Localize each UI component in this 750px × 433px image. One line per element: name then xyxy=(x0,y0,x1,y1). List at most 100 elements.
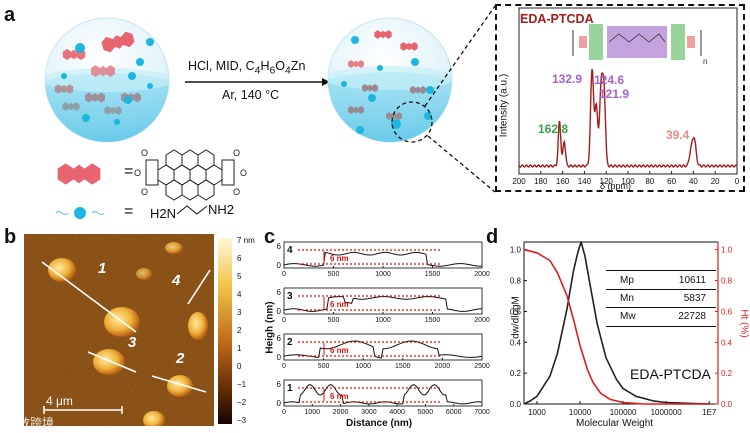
profile-xtick-label: 1000 xyxy=(304,409,320,416)
profile-ytick-bottom: 0 xyxy=(277,261,282,270)
profile-line xyxy=(283,296,482,312)
profile-annotation: 6 nm xyxy=(330,392,349,401)
reaction-sphere-before xyxy=(44,17,170,143)
profile-xtick-label: 1000 xyxy=(375,317,391,324)
gpc-table-row: Mw 22728 xyxy=(620,311,706,322)
colorbar-tick-label: 5 xyxy=(237,272,242,281)
legend-perylene xyxy=(57,163,101,185)
gpc-xtick-label: 1000 xyxy=(528,408,546,417)
panel-label-c: c xyxy=(264,226,276,248)
nmr-xtick-label: 140 xyxy=(578,177,592,186)
afm-line-label-3: 3 xyxy=(128,334,137,351)
ptcda-structure xyxy=(145,149,235,201)
gpc-ytick-right-label: 0.6 xyxy=(721,307,733,316)
afm-line-label-1: 1 xyxy=(98,260,107,277)
gpc-ylabel-right: Ht (%) xyxy=(738,309,750,338)
peak-label-162: 162.8 xyxy=(538,122,569,136)
profile-xtick-label: 2500 xyxy=(474,363,490,370)
profile-xtick-label: 1500 xyxy=(425,271,441,278)
colorbar-tick-label: 2 xyxy=(237,326,242,335)
svg-text:O: O xyxy=(233,187,240,197)
afm-image xyxy=(24,234,214,426)
nmr-xtick-label: 0 xyxy=(735,177,740,186)
equals-sign-2: = xyxy=(124,203,134,220)
gpc-ytick-left-label: 0.2 xyxy=(510,369,522,378)
gpc-xtick-label: 1000000 xyxy=(651,408,683,417)
profile-xtick-label: 3000 xyxy=(361,409,377,416)
nmr-chart: n 200 180 160 140 120 100 80 60 40 20 0 xyxy=(512,7,740,186)
profile-annotation: 6 nm xyxy=(330,254,349,263)
profile-xtick-label: 0 xyxy=(282,271,286,278)
amine-h2n: H2N xyxy=(150,206,177,221)
profile-xtick-label: 1000 xyxy=(375,271,391,278)
ptcda-atoms: OOO OOO xyxy=(134,148,247,197)
nmr-inset-frame xyxy=(495,4,745,192)
profile-xtick-label: 500 xyxy=(328,271,340,278)
scale-bar-label: 4 μm xyxy=(46,394,73,408)
scale-bar xyxy=(43,406,123,414)
zoom-circle xyxy=(391,101,433,143)
profile-annotation: 6 nm xyxy=(330,346,349,355)
gpc-ytick-left-label: 0.0 xyxy=(510,400,522,409)
nmr-xtick-label: 60 xyxy=(667,177,676,186)
gpc-ytick-right-label: 0.2 xyxy=(721,369,733,378)
panel-label-a: a xyxy=(4,4,16,26)
profile-xtick-label: 7000 xyxy=(474,409,490,416)
profile-ytick-bottom: 0 xyxy=(277,399,282,408)
reaction-sphere-after xyxy=(327,5,496,193)
gpc-ylabel-left: dw/dlogM xyxy=(510,296,522,339)
height-profile-xlabel: Distance (nm) xyxy=(346,418,413,429)
equals-sign-1: = xyxy=(124,163,134,180)
nmr-xtick-label: 200 xyxy=(512,177,526,186)
legend-diamine xyxy=(55,207,105,219)
colorbar-tick-label: 3 xyxy=(237,308,242,317)
profile-xtick-label: 2000 xyxy=(474,271,490,278)
nmr-xtick-label: 40 xyxy=(689,177,698,186)
profile-xtick-label: 2000 xyxy=(474,317,490,324)
profile-label: 1 xyxy=(287,383,293,394)
nmr-ylabel: Intensity (a.u.) xyxy=(498,73,510,138)
gpc-ytick-left-label: 0.4 xyxy=(510,338,522,347)
gpc-xtick-label: 100000 xyxy=(610,408,637,417)
afm-line-label-4: 4 xyxy=(172,272,181,289)
svg-text:O: O xyxy=(141,148,148,158)
profile-ytick-top: 6 xyxy=(277,242,282,251)
gpc-xtick-label: 1E7 xyxy=(702,408,717,417)
gpc-table: Mp 10611 Mn 5837 Mw 22728 xyxy=(606,270,716,327)
profile-ytick-top: 6 xyxy=(277,334,282,343)
profile-label: 3 xyxy=(287,291,293,302)
profile-xtick-label: 6000 xyxy=(446,409,462,416)
peak-label-132: 132.9 xyxy=(552,72,583,86)
panel-c: 6 nm 4 6 0 0 500 1000 1500 2000 6 nm 3 6 0 0 500 1000 15… xyxy=(262,238,492,433)
nmr-xtick-label: 180 xyxy=(534,177,548,186)
profile-line xyxy=(283,251,482,267)
gpc-xlabel: Molecular Weight xyxy=(576,418,654,429)
panel-label-d: d xyxy=(486,226,499,248)
gpc-ytick-right-label: 0.0 xyxy=(721,400,733,409)
peak-label-124: 124.6 xyxy=(594,73,625,87)
nmr-xtick-label: 80 xyxy=(645,177,654,186)
svg-text:O: O xyxy=(240,168,247,178)
profile-annotation: 6 nm xyxy=(330,300,349,309)
gpc-ytick-left-label: 0.8 xyxy=(510,277,522,286)
profile-ytick-bottom: 0 xyxy=(277,307,282,316)
gpc-table-row: Mp 10611 xyxy=(606,271,716,290)
gpc-ytick-right-label: 0.4 xyxy=(721,338,733,347)
watermark: 大数跨境 xyxy=(6,416,55,430)
colorbar-tick-label: −2 xyxy=(237,398,247,407)
gpc-ytick-left-label: 1.0 xyxy=(510,246,522,255)
profile-ytick-bottom: 0 xyxy=(277,353,282,362)
peak-label-121: 121.9 xyxy=(599,87,630,101)
colorbar-ticks: 7 nm 6 5 4 3 2 1 0 −1 −2 −3 xyxy=(237,236,277,426)
colorbar-tick-label: 7 nm xyxy=(237,236,255,245)
nmr-xlabel: δ (ppm) xyxy=(600,181,632,191)
nmr-xtick-label: 100 xyxy=(621,177,635,186)
gpc-cumulative-line xyxy=(523,248,710,405)
gpc-ytick-left-label: 0.6 xyxy=(510,307,522,316)
colorbar-tick-label: −1 xyxy=(237,380,247,389)
reaction-conditions-1: HCl, MID, C4H6O4Zn xyxy=(188,59,306,77)
colorbar-tick-label: −3 xyxy=(237,416,247,425)
panel-label-b: b xyxy=(4,226,17,248)
height-profile-3: 6 nm 36 00 500 1000 1500 2000 xyxy=(277,287,490,324)
colorbar-tick-label: 0 xyxy=(237,362,242,371)
